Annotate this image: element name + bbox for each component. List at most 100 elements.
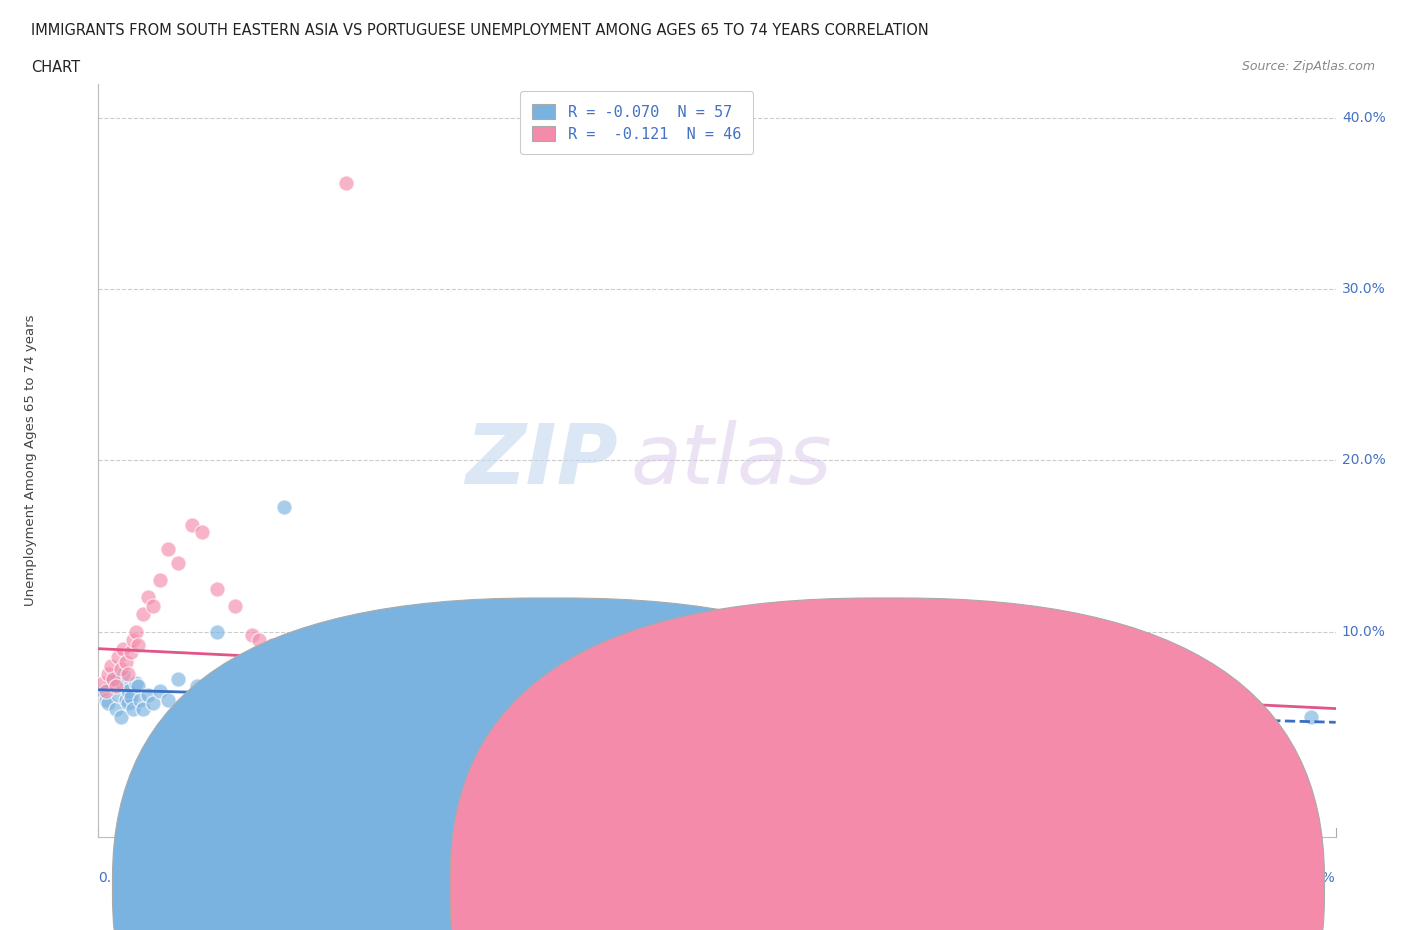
Point [384, 632, 406, 647]
Point [103, 672, 125, 687]
Point [103, 672, 125, 687]
Point [335, 679, 357, 694]
Point [433, 658, 456, 673]
Point [104, 679, 127, 694]
Point [546, 710, 568, 724]
Point [166, 555, 188, 570]
Point [191, 525, 214, 539]
Point [681, 675, 703, 690]
Point [298, 650, 321, 665]
Point [855, 778, 877, 793]
Point [117, 696, 139, 711]
Point [335, 636, 357, 651]
Point [186, 679, 208, 694]
Point [1175, 672, 1198, 687]
Point [953, 710, 976, 724]
Point [93, 675, 115, 690]
Point [132, 701, 155, 716]
Point [122, 632, 145, 647]
Point [142, 598, 165, 613]
Point [156, 693, 179, 708]
Point [1226, 696, 1249, 711]
Point [129, 693, 152, 708]
Point [100, 658, 122, 673]
Point [107, 650, 129, 665]
Point [93, 684, 115, 699]
Point [1152, 684, 1174, 699]
Point [260, 638, 283, 653]
Point [198, 687, 221, 702]
Point [122, 701, 145, 716]
Point [224, 696, 246, 711]
Point [124, 675, 146, 690]
Point [1077, 684, 1099, 699]
Point [309, 693, 332, 708]
Point [127, 638, 149, 653]
Point [124, 624, 146, 639]
Point [755, 684, 778, 699]
Text: 30.0%: 30.0% [1341, 282, 1386, 296]
Point [149, 684, 172, 699]
Text: atlas: atlas [630, 419, 832, 501]
Point [107, 687, 129, 702]
Point [706, 710, 728, 724]
Text: Immigrants from South Eastern Asia: Immigrants from South Eastern Asia [569, 880, 821, 895]
Point [979, 693, 1001, 708]
Point [110, 710, 132, 724]
Point [112, 642, 135, 657]
Point [285, 684, 308, 699]
Point [619, 701, 641, 716]
Text: 40.0%: 40.0% [1341, 111, 1386, 125]
Text: IMMIGRANTS FROM SOUTH EASTERN ASIA VS PORTUGUESE UNEMPLOYMENT AMONG AGES 65 TO 7: IMMIGRANTS FROM SOUTH EASTERN ASIA VS PO… [31, 23, 929, 38]
Point [94, 684, 117, 699]
Point [409, 696, 432, 711]
Point [433, 684, 456, 699]
Point [132, 607, 155, 622]
Point [224, 598, 246, 613]
Point [904, 701, 927, 716]
Point [855, 693, 877, 708]
Point [780, 658, 803, 673]
Point [181, 518, 204, 533]
Point [484, 693, 506, 708]
Point [176, 701, 198, 716]
Text: 0.0%: 0.0% [98, 871, 134, 885]
Point [582, 718, 605, 733]
Point [830, 693, 852, 708]
Point [114, 655, 136, 670]
Point [508, 701, 530, 716]
Point [384, 687, 406, 702]
Point [117, 684, 139, 699]
Point [112, 667, 135, 682]
Point [166, 672, 188, 687]
Point [205, 624, 228, 639]
Text: ZIP: ZIP [465, 419, 619, 501]
Text: 50.0%: 50.0% [1292, 871, 1336, 885]
Point [120, 644, 142, 659]
Text: Source: ZipAtlas.com: Source: ZipAtlas.com [1241, 60, 1375, 73]
Point [236, 693, 259, 708]
Point [260, 701, 283, 716]
Text: Portuguese: Portuguese [907, 880, 986, 895]
Text: 10.0%: 10.0% [1341, 625, 1386, 639]
Point [94, 693, 117, 708]
Point [1299, 710, 1322, 724]
Text: CHART: CHART [31, 60, 80, 75]
Point [120, 689, 142, 704]
Point [112, 679, 135, 694]
Text: 20.0%: 20.0% [1341, 453, 1386, 468]
Point [156, 542, 179, 557]
Legend: R = -0.070  N = 57, R =  -0.121  N = 46: R = -0.070 N = 57, R = -0.121 N = 46 [520, 91, 754, 153]
Point [97, 696, 120, 711]
Point [755, 696, 778, 711]
Point [247, 632, 270, 647]
Text: Unemployment Among Ages 65 to 74 years: Unemployment Among Ages 65 to 74 years [24, 314, 37, 606]
Point [273, 499, 295, 514]
Point [495, 667, 517, 682]
Point [142, 696, 165, 711]
Point [557, 679, 579, 694]
Point [104, 701, 127, 716]
Point [136, 687, 159, 702]
Point [205, 581, 228, 596]
Point [100, 675, 122, 690]
